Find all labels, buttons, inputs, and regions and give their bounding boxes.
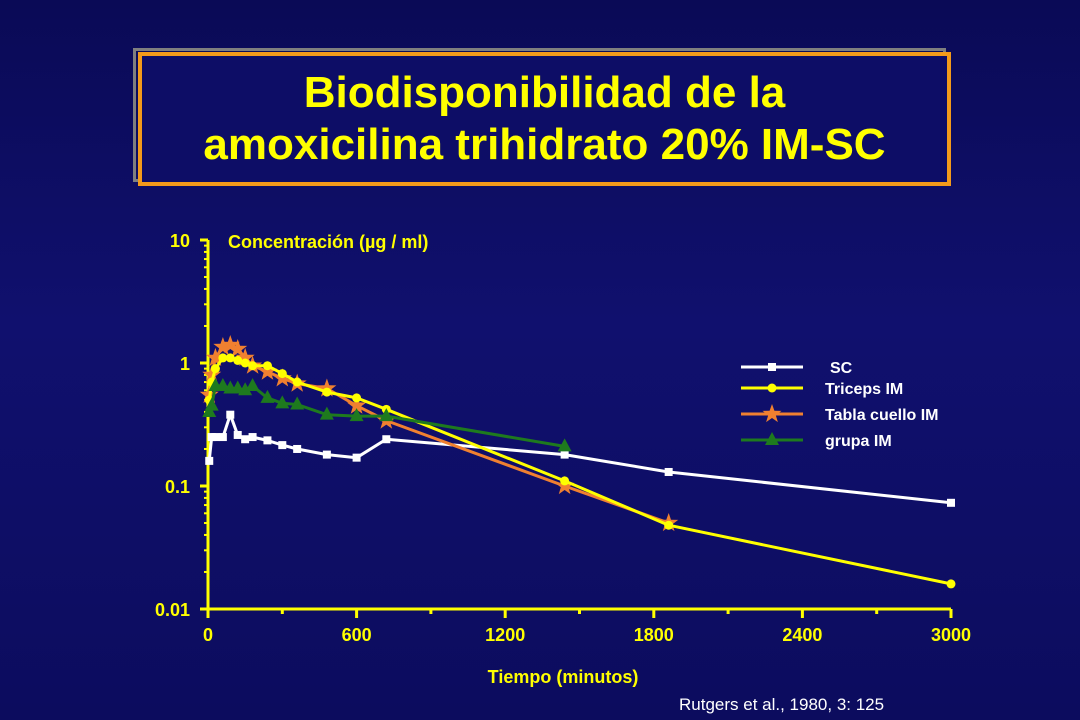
- data-point-triceps-im: [277, 369, 287, 379]
- x-tick-label: 1200: [485, 625, 525, 645]
- y-tick-label: 0.1: [165, 477, 190, 497]
- y-tick-label: 0.01: [155, 600, 190, 620]
- data-point-grupa-im: [379, 408, 394, 422]
- data-point-tabla-cuello-im: [202, 364, 222, 383]
- legend-marker-grupa-im: [765, 432, 779, 445]
- data-point-grupa-im: [319, 406, 334, 420]
- data-point-sc: [293, 444, 302, 453]
- data-point-triceps-im: [218, 353, 228, 363]
- x-tick-label: 1800: [634, 625, 674, 645]
- data-point-tabla-cuello-im: [347, 395, 367, 414]
- chart-axes: 10 1 0.1 0.01 0 600 1200 1800 2400 3000: [155, 231, 971, 645]
- data-point-sc: [211, 433, 220, 442]
- data-point-triceps-im: [322, 387, 332, 397]
- legend-marker-triceps-im: [767, 383, 777, 393]
- data-point-sc: [263, 436, 272, 445]
- data-point-sc: [248, 433, 257, 442]
- data-point-sc: [352, 453, 361, 462]
- x-tick-label: 3000: [931, 625, 971, 645]
- legend-marker-sc: [768, 363, 776, 371]
- data-point-grupa-im: [204, 397, 219, 411]
- data-point-triceps-im: [233, 355, 243, 365]
- data-point-sc: [218, 433, 227, 442]
- data-point-tabla-cuello-im: [220, 335, 240, 354]
- data-point-tabla-cuello-im: [213, 337, 233, 356]
- data-point-sc: [233, 430, 242, 439]
- data-point-sc: [947, 498, 955, 507]
- legend-label-grupa-im: grupa IM: [825, 433, 892, 450]
- slide-title-line-2: amoxicilina trihidrato 20% IM-SC: [203, 120, 886, 169]
- data-point-sc: [322, 450, 331, 459]
- legend-marker-tabla-cuello-im: [762, 404, 782, 423]
- legend-label-sc: SC: [830, 360, 853, 377]
- data-point-triceps-im: [240, 358, 250, 368]
- data-point-grupa-im: [275, 395, 290, 409]
- data-point-sc: [664, 467, 673, 476]
- data-point-grupa-im: [260, 389, 275, 403]
- data-point-grupa-im: [215, 378, 230, 392]
- data-point-sc: [382, 435, 391, 444]
- chart-series: [199, 335, 956, 589]
- data-point-triceps-im: [664, 520, 674, 530]
- data-point-sc: [241, 435, 250, 444]
- x-tick-label: 2400: [782, 625, 822, 645]
- data-point-triceps-im: [225, 353, 235, 363]
- data-point-triceps-im: [210, 364, 220, 374]
- slide-title-line-1: Biodisponibilidad de la: [303, 68, 786, 117]
- series-sc: [205, 410, 955, 507]
- series-line-sc: [207, 413, 952, 505]
- chart-legend: SC Triceps IM Tabla cuello IM grupa IM: [741, 360, 939, 450]
- data-point-grupa-im: [290, 396, 305, 410]
- source-citation: Rutgers et al., 1980, 3: 125: [679, 695, 885, 714]
- data-point-tabla-cuello-im: [317, 378, 337, 397]
- x-axis-label: Tiempo (minutos): [488, 667, 639, 687]
- data-point-triceps-im: [292, 377, 302, 387]
- series-grupa-im: [202, 378, 572, 452]
- data-point-grupa-im: [349, 408, 364, 422]
- series-triceps-im: [204, 353, 956, 589]
- x-tick-label: 600: [342, 625, 372, 645]
- data-point-triceps-im: [248, 361, 258, 371]
- data-point-sc: [278, 441, 287, 450]
- legend-label-tabla-cuello-im: Tabla cuello IM: [825, 407, 939, 424]
- slide-title: Biodisponibilidad de la amoxicilina trih…: [138, 52, 951, 186]
- data-point-grupa-im: [245, 378, 260, 392]
- data-point-tabla-cuello-im: [235, 347, 255, 366]
- data-point-grupa-im: [238, 382, 253, 396]
- data-point-sc: [226, 410, 235, 419]
- x-tick-label: 0: [203, 625, 213, 645]
- y-tick-label: 10: [170, 231, 190, 251]
- y-tick-label: 1: [180, 354, 190, 374]
- data-point-tabla-cuello-im: [205, 347, 225, 366]
- data-point-tabla-cuello-im: [257, 361, 277, 380]
- data-point-tabla-cuello-im: [228, 339, 248, 358]
- data-point-triceps-im: [946, 579, 956, 589]
- data-point-sc: [205, 456, 214, 465]
- data-point-triceps-im: [352, 393, 362, 403]
- data-point-grupa-im: [557, 438, 572, 452]
- data-point-triceps-im: [262, 361, 272, 371]
- data-point-sc: [560, 450, 569, 459]
- legend-label-triceps-im: Triceps IM: [825, 381, 903, 398]
- y-axis-label: Concentración (µg / ml): [228, 232, 428, 252]
- data-point-triceps-im: [560, 476, 570, 486]
